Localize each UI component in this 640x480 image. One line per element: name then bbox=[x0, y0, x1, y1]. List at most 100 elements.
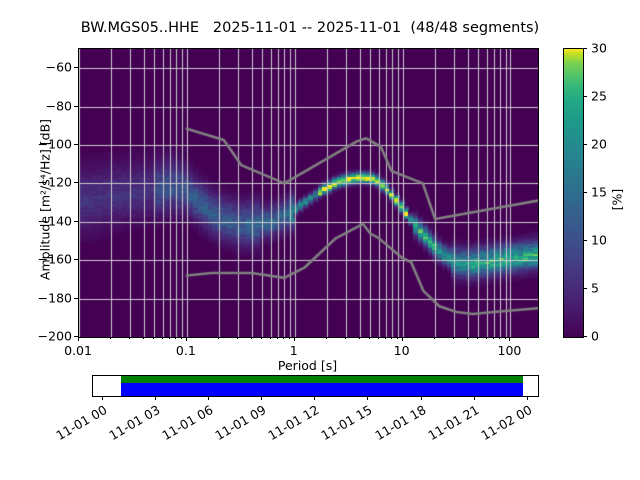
y-tick-mark bbox=[74, 144, 78, 145]
coverage-tick-mark bbox=[367, 396, 369, 400]
coverage-tick-mark bbox=[101, 396, 103, 400]
x-tick-label: 10 bbox=[393, 343, 410, 358]
colorbar-tick-mark bbox=[583, 192, 587, 193]
coverage-time-label: 11-01 03 bbox=[106, 402, 163, 444]
y-tick-mark bbox=[74, 220, 78, 222]
x-tick-mark-minor bbox=[453, 337, 455, 339]
coverage-time-label: 11-01 15 bbox=[318, 402, 375, 444]
x-tick-mark-minor bbox=[153, 337, 155, 339]
coverage-tick-mark bbox=[261, 396, 263, 400]
x-tick-mark-minor bbox=[345, 337, 347, 339]
colorbar-tick-mark bbox=[583, 336, 587, 337]
x-tick-mark bbox=[509, 337, 511, 341]
colorbar-ticks: 0 5 10 15 20 25 30 bbox=[583, 41, 633, 344]
x-tick-mark-minor bbox=[129, 337, 131, 339]
coverage-bar-blue bbox=[121, 383, 523, 396]
coverage-tick-mark bbox=[420, 396, 422, 400]
x-tick-mark-minor bbox=[369, 337, 371, 339]
x-tick-mark-minor bbox=[269, 337, 271, 339]
colorbar-tick-label: 5 bbox=[591, 280, 599, 296]
x-tick-mark-minor bbox=[142, 337, 144, 339]
x-tick-mark-minor bbox=[110, 337, 112, 339]
coverage-tick-mark bbox=[154, 396, 156, 400]
coverage-time-label: 11-02 00 bbox=[478, 402, 535, 444]
x-axis-label: Period [s] bbox=[277, 358, 338, 373]
x-tick-mark-minor bbox=[377, 337, 379, 339]
x-tick-mark bbox=[78, 337, 79, 341]
x-tick-mark-minor bbox=[288, 337, 290, 339]
y-tick-mark bbox=[74, 67, 78, 69]
x-tick-mark-minor bbox=[504, 337, 506, 339]
x-tick-mark-minor bbox=[358, 337, 360, 339]
coverage-tick-mark bbox=[208, 396, 210, 400]
x-tick-mark-minor bbox=[384, 337, 386, 339]
x-tick-mark bbox=[293, 337, 295, 341]
coverage-tick-mark bbox=[473, 396, 475, 400]
colorbar-tick-label: 25 bbox=[591, 88, 607, 104]
y-tick-label: −80 bbox=[45, 98, 72, 114]
page-title: BW.MGS05..HHE 2025-11-01 -- 2025-11-01 (… bbox=[80, 20, 540, 36]
x-tick-mark-minor bbox=[250, 337, 252, 339]
y-tick-mark bbox=[74, 297, 78, 299]
x-tick-mark-minor bbox=[499, 337, 500, 339]
x-tick-mark-minor bbox=[161, 337, 163, 339]
x-tick-mark-minor bbox=[283, 337, 285, 339]
x-tick-mark-minor bbox=[237, 337, 239, 339]
colorbar-tick-mark bbox=[583, 144, 587, 145]
x-tick-mark-minor bbox=[476, 337, 478, 339]
colorbar-tick-mark bbox=[583, 240, 587, 241]
x-tick-mark-minor bbox=[492, 337, 494, 339]
colorbar-tick-label: 15 bbox=[591, 184, 607, 200]
colorbar-tick-label: 30 bbox=[591, 40, 607, 56]
colorbar-tick-mark bbox=[583, 96, 587, 97]
colorbar-tick-mark bbox=[583, 288, 587, 289]
x-tick-mark bbox=[401, 337, 403, 341]
y-tick-label: −180 bbox=[37, 290, 72, 306]
ppsd-plot-area[interactable] bbox=[78, 48, 539, 338]
coverage-tick-marks bbox=[92, 396, 539, 402]
coverage-tick-mark bbox=[526, 396, 528, 400]
colorbar-tick-mark bbox=[583, 48, 587, 49]
y-tick-mark bbox=[74, 336, 78, 337]
y-tick-label: −100 bbox=[37, 136, 72, 152]
coverage-time-labels: 11-01 00 11-01 03 11-01 06 11-01 09 11-01 12… bbox=[0, 396, 640, 480]
x-tick-label: 0.01 bbox=[64, 343, 92, 358]
colorbar-tick-label: 10 bbox=[591, 232, 607, 248]
x-tick-mark-minor bbox=[175, 337, 177, 339]
coverage-tick-mark bbox=[314, 396, 316, 400]
x-tick-mark-minor bbox=[180, 337, 182, 339]
colorbar-tick-label: 0 bbox=[591, 328, 599, 344]
x-tick-mark-minor bbox=[466, 337, 468, 339]
colorbar-tick-label: 20 bbox=[591, 136, 607, 152]
x-tick-mark-minor bbox=[218, 337, 220, 339]
x-tick-mark-minor bbox=[326, 337, 328, 339]
x-tick-label: 0.1 bbox=[175, 343, 196, 358]
coverage-time-label: 11-01 21 bbox=[424, 402, 482, 444]
coverage-time-label: 11-01 18 bbox=[371, 402, 429, 444]
x-tick-label: 1 bbox=[289, 343, 298, 358]
x-tick-mark-minor bbox=[277, 337, 279, 339]
x-tick-label: 100 bbox=[497, 343, 522, 358]
x-tick-mark-minor bbox=[169, 337, 171, 339]
x-axis-ticks: 0.01 0.1 1 10 100 bbox=[64, 337, 537, 361]
x-tick-mark-minor bbox=[434, 337, 436, 339]
coverage-time-label: 11-01 00 bbox=[53, 402, 110, 444]
x-tick-mark-minor bbox=[396, 337, 398, 339]
coverage-time-label: 11-01 12 bbox=[265, 402, 322, 444]
y-tick-label: −160 bbox=[37, 251, 72, 267]
coverage-axes[interactable] bbox=[92, 375, 539, 397]
x-tick-mark-minor bbox=[485, 337, 487, 339]
colorbar[interactable] bbox=[563, 48, 584, 338]
coverage-time-label: 11-01 09 bbox=[212, 402, 269, 444]
x-tick-mark bbox=[185, 337, 187, 341]
x-tick-mark-minor bbox=[261, 337, 263, 339]
x-tick-mark-minor bbox=[391, 337, 393, 339]
coverage-time-label: 11-01 06 bbox=[159, 402, 216, 444]
y-tick-mark bbox=[74, 259, 78, 261]
y-tick-label: −60 bbox=[45, 59, 72, 75]
ppsd-density-heatmap bbox=[79, 49, 538, 337]
y-tick-mark bbox=[74, 105, 78, 107]
coverage-bar-green bbox=[121, 376, 523, 383]
y-tick-label: −200 bbox=[37, 328, 72, 344]
colorbar-label: [%] bbox=[609, 188, 625, 211]
